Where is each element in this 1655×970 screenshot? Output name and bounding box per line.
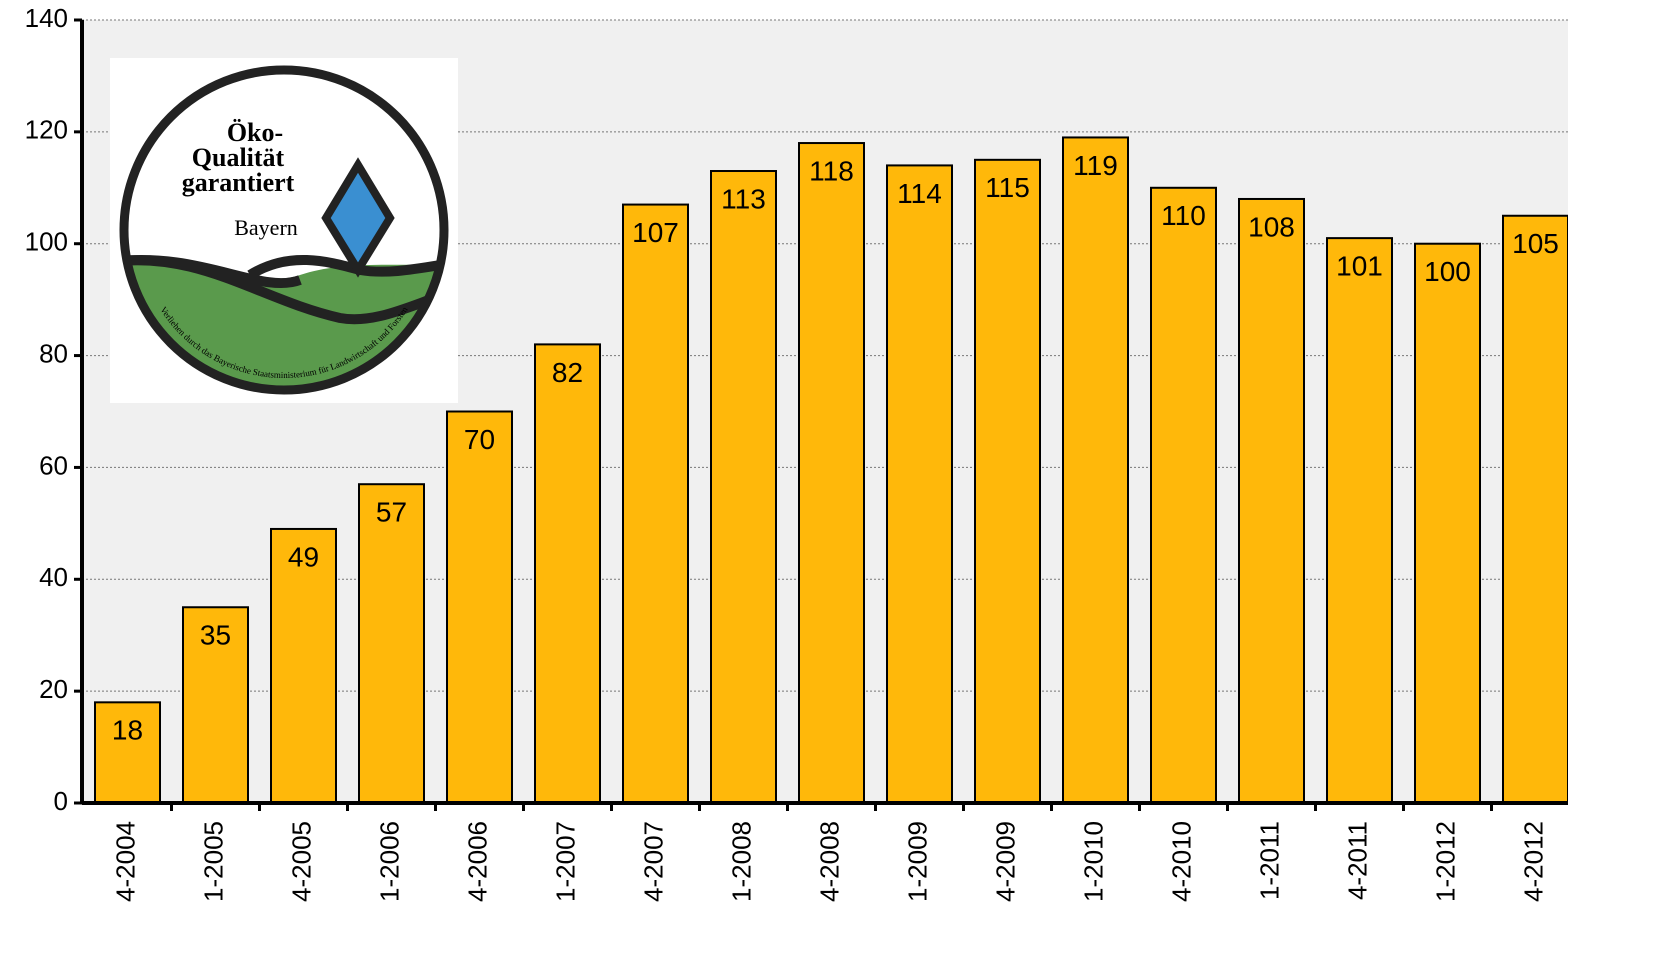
value-label: 70: [464, 424, 495, 455]
value-label: 118: [809, 155, 854, 186]
logo-ring: [119, 65, 449, 395]
logo-title: garantiert: [182, 168, 295, 197]
value-label: 82: [552, 357, 583, 388]
bars: 18 35 49 57 70 82 107 113 118 114 115 119 110 108 101 1…: [94, 136, 1568, 805]
bar: [1414, 242, 1481, 804]
x-tick-label: 1-2005: [198, 821, 228, 902]
x-tick-label: 4-2011: [1342, 821, 1372, 900]
bar: [1062, 136, 1129, 804]
y-tick-label: 120: [25, 115, 68, 145]
value-label: 105: [1512, 228, 1559, 259]
value-label: 115: [985, 172, 1030, 203]
x-tick-label: 1-2010: [1078, 821, 1108, 902]
bar: [886, 164, 953, 804]
bar: [798, 142, 865, 805]
value-label: 110: [1161, 200, 1206, 231]
logo-title: Öko-: [227, 118, 283, 147]
value-label: 114: [897, 178, 942, 209]
value-label: 35: [200, 620, 231, 651]
x-tick-label: 1-2007: [550, 821, 580, 902]
bar: [710, 170, 777, 804]
bar: [974, 158, 1041, 805]
x-tick-label: 4-2008: [814, 821, 844, 902]
x-tick-label: 1-2006: [374, 821, 404, 902]
y-tick-label: 100: [25, 227, 68, 257]
y-tick-label: 20: [39, 674, 68, 704]
x-tick-label: 4-2005: [286, 821, 316, 902]
bar: [446, 410, 513, 804]
y-tick-label: 0: [54, 786, 68, 816]
y-tick-label: 80: [39, 338, 68, 368]
x-tick-label: 4-2009: [990, 821, 1020, 902]
bar: [1326, 237, 1393, 805]
bar: [534, 343, 601, 804]
value-label: 49: [288, 541, 319, 572]
value-label: 119: [1073, 150, 1118, 181]
x-tick-label: 4-2004: [110, 821, 140, 902]
x-tick-label: 4-2012: [1518, 821, 1548, 902]
logo-title: Qualität: [192, 143, 285, 172]
value-label: 108: [1248, 211, 1295, 242]
y-tick-label: 140: [25, 3, 68, 33]
logo: Öko- Qualität garantiert Bayern Verliehe…: [110, 58, 458, 403]
bar: [1502, 214, 1568, 804]
bar: [94, 701, 161, 804]
bar: [622, 203, 689, 805]
logo-region: Bayern: [234, 215, 298, 240]
x-tick-label: 1-2009: [902, 821, 932, 902]
value-label: 113: [721, 183, 766, 214]
y-tick-label: 40: [39, 562, 68, 592]
x-tick-label: 4-2010: [1166, 821, 1196, 902]
value-label: 57: [376, 497, 407, 528]
x-tick-label: 1-2008: [726, 821, 756, 902]
value-label: 100: [1424, 256, 1471, 287]
value-label: 101: [1336, 251, 1383, 282]
bar: [182, 606, 249, 804]
value-label: 18: [112, 715, 143, 746]
y-tick-label: 60: [39, 450, 68, 480]
bar: [358, 483, 425, 804]
x-tick-label: 1-2012: [1430, 821, 1460, 902]
bar: [1150, 186, 1217, 805]
bar: [1238, 197, 1305, 804]
x-tick-label: 4-2006: [462, 821, 492, 902]
value-label: 107: [632, 217, 679, 248]
diamond: [321, 157, 395, 278]
x-tick-label: 1-2011: [1254, 821, 1284, 900]
x-tick-label: 4-2007: [638, 821, 668, 902]
